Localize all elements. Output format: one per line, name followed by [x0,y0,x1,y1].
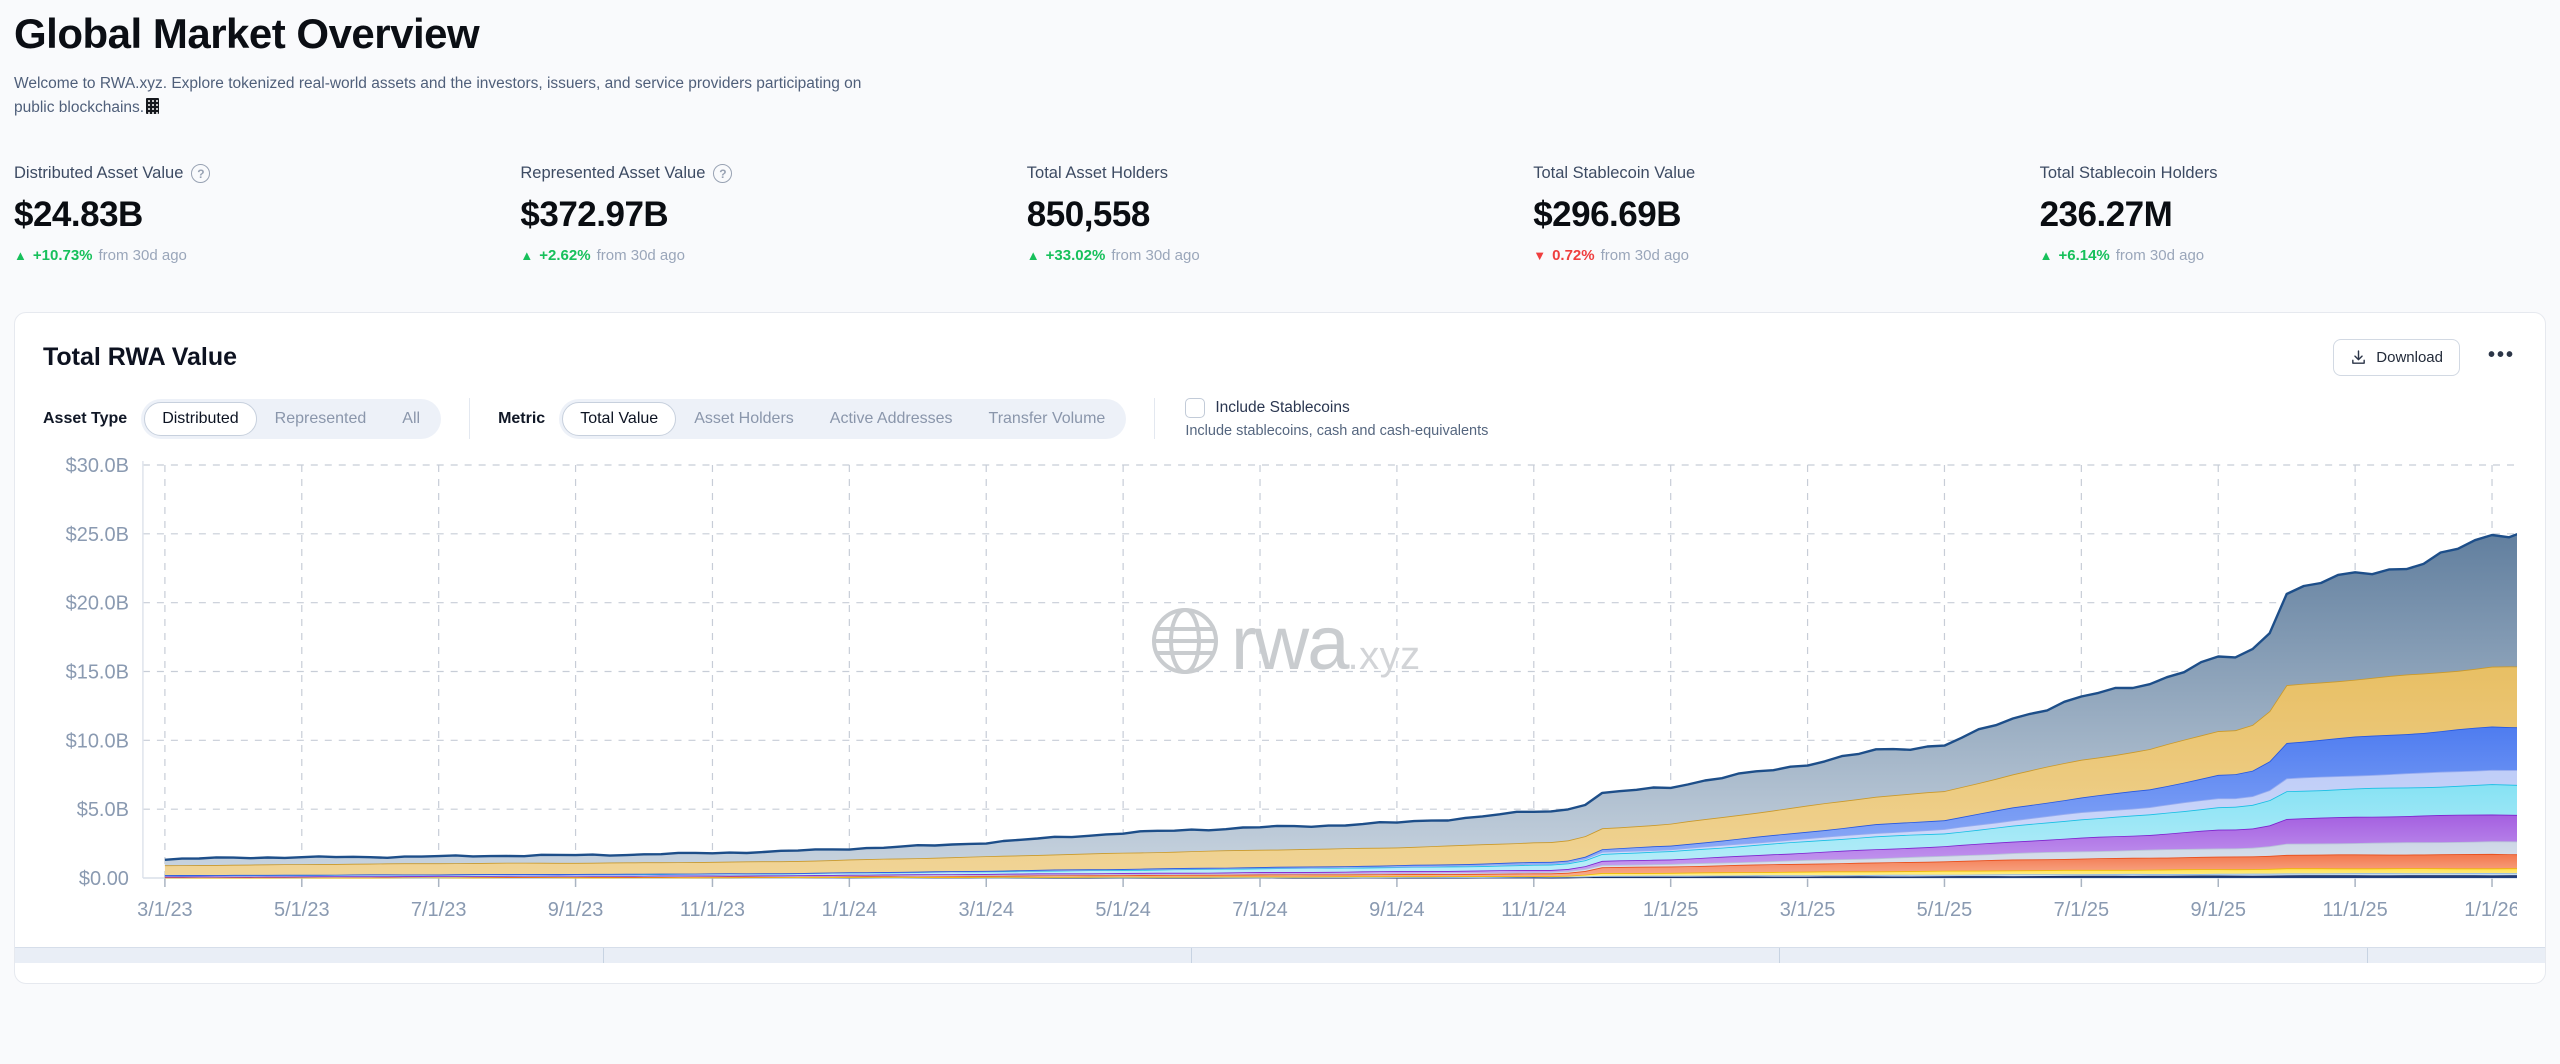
page-header: Global Market Overview Welcome to RWA.xy… [0,0,2560,120]
stat-represented-asset-value: Represented Asset Value ? $372.97B ▲ +2.… [520,164,1026,264]
svg-text:$30.0B: $30.0B [66,455,129,477]
svg-text:5/1/25: 5/1/25 [1917,899,1973,921]
missing-glyph-box [146,98,160,115]
svg-text:1/1/26: 1/1/26 [2464,899,2517,921]
asset-type-group: Asset Type Distributed Represented All [43,398,442,439]
stat-value: 850,558 [1026,195,1151,235]
stat-total-stablecoin-value: Total Stablecoin Value $296.69B ▼ 0.72% … [1533,164,2039,264]
stat-total-asset-holders: Total Asset Holders 850,558 ▲ +33.02% fr… [1027,164,1533,264]
chart-title: Total RWA Value [43,343,238,372]
svg-text:$5.0B: $5.0B [77,799,129,821]
svg-text:$10.0B: $10.0B [66,730,129,752]
stat-label: Total Asset Holders [1026,164,1169,183]
asset-type-option-distributed[interactable]: Distributed [144,401,257,436]
svg-text:9/1/25: 9/1/25 [2190,899,2246,921]
svg-text:1/1/25: 1/1/25 [1643,899,1699,921]
stat-label: Represented Asset Value [520,164,706,183]
stat-delta: ▲ +6.14% from 30d ago [2039,247,2205,265]
stat-label: Distributed Asset Value [14,164,184,183]
stacked-area-chart[interactable]: $30.0B $25.0B $20.0B $15.0B $10.0B $5.0B $0.00… [43,445,2517,945]
include-stablecoins-group: Include Stablecoins Include stablecoins,… [1185,398,1488,439]
up-triangle-icon: ▲ [1026,248,1040,264]
svg-text:9/1/23: 9/1/23 [548,899,604,921]
stat-delta: ▲ +10.73% from 30d ago [14,247,187,265]
svg-text:1/1/24: 1/1/24 [822,899,878,921]
svg-text:7/1/24: 7/1/24 [1232,899,1288,921]
download-button[interactable]: Download [2333,339,2460,377]
metric-option-asset-holders[interactable]: Asset Holders [694,409,794,427]
metric-group: Metric Total Value Asset Holders Active … [498,398,1127,439]
include-stablecoins-description: Include stablecoins, cash and cash-equiv… [1185,423,1489,440]
svg-text:3/1/25: 3/1/25 [1780,899,1836,921]
stat-value: 236.27M [2039,195,2173,235]
stat-delta: ▲ +2.62% from 30d ago [520,247,685,265]
svg-text:11/1/24: 11/1/24 [1501,899,1566,921]
svg-text:5/1/24: 5/1/24 [1095,899,1151,921]
svg-text:9/1/24: 9/1/24 [1369,899,1425,921]
svg-text:$15.0B: $15.0B [66,662,129,684]
include-stablecoins-checkbox[interactable] [1185,398,1206,419]
svg-text:7/1/25: 7/1/25 [2054,899,2110,921]
up-triangle-icon: ▲ [2039,248,2053,264]
more-menu-ellipsis-icon[interactable]: ••• [2487,343,2515,366]
page-title: Global Market Overview [14,10,480,57]
stat-delta: ▼ 0.72% from 30d ago [1533,247,1689,265]
stat-label: Total Stablecoin Holders [2039,164,2218,183]
svg-text:$0.00: $0.00 [79,868,129,890]
total-rwa-value-card: Total RWA Value Download ••• Asset Type … [14,312,2546,985]
stat-value: $372.97B [520,195,669,235]
stat-delta: ▲ +33.02% from 30d ago [1026,247,1200,265]
help-icon[interactable]: ? [713,164,733,184]
stats-row: Distributed Asset Value ? $24.83B ▲ +10.… [0,164,2560,264]
divider [469,398,471,440]
subtitle-line-1: Welcome to RWA.xyz. Explore tokenized re… [14,75,862,92]
metric-segmented-control: Total Value Asset Holders Active Address… [559,398,1127,439]
chart-range-brush[interactable] [15,947,2545,964]
stat-distributed-asset-value: Distributed Asset Value ? $24.83B ▲ +10.… [14,164,520,264]
metric-label: Metric [498,409,546,427]
stat-value: $24.83B [14,195,143,235]
help-icon[interactable]: ? [191,164,211,184]
asset-type-label: Asset Type [43,409,128,427]
down-triangle-icon: ▼ [1533,248,1547,264]
svg-text:11/1/25: 11/1/25 [2323,899,2388,921]
download-icon [2350,349,2367,366]
asset-type-segmented-control: Distributed Represented All [141,398,442,439]
page-subtitle: Welcome to RWA.xyz. Explore tokenized re… [14,72,2546,120]
stat-value: $296.69B [1533,195,1681,235]
up-triangle-icon: ▲ [14,248,27,264]
stat-total-stablecoin-holders: Total Stablecoin Holders 236.27M ▲ +6.14… [2040,164,2546,264]
subtitle-line-2: public blockchains. [14,96,2546,120]
metric-option-transfer-volume[interactable]: Transfer Volume [988,409,1106,427]
chart-controls: Asset Type Distributed Represented All M… [43,398,2517,440]
svg-text:$20.0B: $20.0B [66,593,129,615]
metric-option-total-value[interactable]: Total Value [562,401,677,436]
divider [1154,398,1156,440]
svg-text:3/1/23: 3/1/23 [137,899,193,921]
svg-text:3/1/24: 3/1/24 [958,899,1014,921]
svg-text:$25.0B: $25.0B [66,524,129,546]
asset-type-option-all[interactable]: All [402,409,421,427]
svg-text:11/1/23: 11/1/23 [680,899,745,921]
rwa-value-chart[interactable]: $30.0B $25.0B $20.0B $15.0B $10.0B $5.0B $0.00… [43,445,2517,945]
svg-text:7/1/23: 7/1/23 [411,899,467,921]
up-triangle-icon: ▲ [520,248,534,264]
asset-type-option-represented[interactable]: Represented [274,409,367,427]
include-stablecoins-label: Include Stablecoins [1215,399,1350,417]
stat-label: Total Stablecoin Value [1533,164,1696,183]
svg-text:5/1/23: 5/1/23 [274,899,330,921]
metric-option-active-addresses[interactable]: Active Addresses [829,409,953,427]
